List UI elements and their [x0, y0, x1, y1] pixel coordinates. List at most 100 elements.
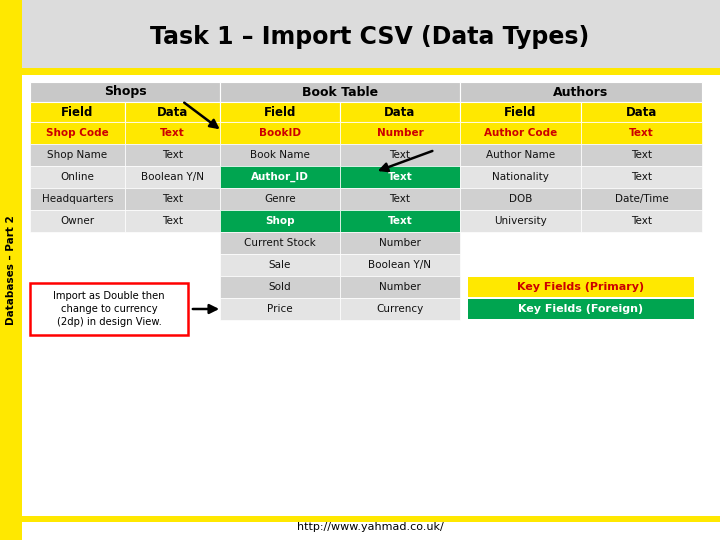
Bar: [340, 102, 460, 122]
Bar: [220, 298, 340, 320]
Text: Sale: Sale: [269, 260, 291, 270]
Text: BookID: BookID: [259, 128, 301, 138]
Bar: [340, 166, 460, 188]
Text: Authors: Authors: [554, 85, 608, 98]
Text: Headquarters: Headquarters: [42, 194, 113, 204]
Bar: [340, 232, 460, 254]
Text: University: University: [494, 216, 547, 226]
Bar: [125, 144, 220, 166]
Bar: [125, 102, 220, 122]
Bar: [22, 68, 720, 75]
Bar: [468, 277, 694, 297]
Bar: [460, 166, 581, 188]
Text: Nationality: Nationality: [492, 172, 549, 182]
Text: Text: Text: [162, 150, 183, 160]
Text: DOB: DOB: [509, 194, 532, 204]
Text: Task 1 – Import CSV (Data Types): Task 1 – Import CSV (Data Types): [150, 25, 590, 49]
Text: Key Fields (Primary): Key Fields (Primary): [518, 282, 644, 292]
Bar: [220, 276, 340, 298]
Bar: [22, 0, 720, 70]
Bar: [340, 254, 460, 276]
Text: Author_ID: Author_ID: [251, 172, 309, 182]
Text: http://www.yahmad.co.uk/: http://www.yahmad.co.uk/: [297, 522, 444, 532]
Text: Author Name: Author Name: [486, 150, 555, 160]
Text: Key Fields (Foreign): Key Fields (Foreign): [518, 304, 644, 314]
Bar: [581, 166, 702, 188]
Bar: [460, 188, 581, 210]
Bar: [581, 102, 702, 122]
Text: Text: Text: [631, 216, 652, 226]
Text: Boolean Y/N: Boolean Y/N: [141, 172, 204, 182]
Text: Import as Double then
change to currency
(2dp) in design View.: Import as Double then change to currency…: [53, 291, 165, 327]
Text: Shop Code: Shop Code: [46, 128, 109, 138]
Text: Databases – Part 2: Databases – Part 2: [6, 215, 16, 325]
Text: Currency: Currency: [377, 304, 423, 314]
Bar: [30, 102, 125, 122]
Bar: [460, 122, 581, 144]
Bar: [468, 299, 694, 319]
Bar: [220, 232, 340, 254]
Bar: [340, 144, 460, 166]
Bar: [125, 188, 220, 210]
Text: Boolean Y/N: Boolean Y/N: [369, 260, 431, 270]
Text: Text: Text: [390, 194, 410, 204]
Bar: [460, 82, 702, 102]
Text: Date/Time: Date/Time: [615, 194, 668, 204]
Bar: [30, 210, 125, 232]
Bar: [125, 166, 220, 188]
Bar: [220, 210, 340, 232]
Bar: [220, 102, 340, 122]
Bar: [220, 122, 340, 144]
Text: Author Code: Author Code: [484, 128, 557, 138]
Text: Text: Text: [631, 172, 652, 182]
Text: Number: Number: [379, 282, 421, 292]
Bar: [220, 166, 340, 188]
Text: Data: Data: [626, 105, 657, 118]
Bar: [220, 254, 340, 276]
Text: Online: Online: [60, 172, 94, 182]
Text: Text: Text: [160, 128, 185, 138]
Text: Book Name: Book Name: [250, 150, 310, 160]
Text: Shop Name: Shop Name: [48, 150, 107, 160]
Bar: [460, 210, 581, 232]
Bar: [30, 188, 125, 210]
FancyBboxPatch shape: [30, 283, 188, 335]
Bar: [581, 122, 702, 144]
Text: Text: Text: [631, 150, 652, 160]
Text: Genre: Genre: [264, 194, 296, 204]
Bar: [460, 144, 581, 166]
Text: Text: Text: [387, 216, 413, 226]
Bar: [125, 210, 220, 232]
Bar: [460, 102, 581, 122]
Text: Number: Number: [379, 238, 421, 248]
Text: Data: Data: [157, 105, 188, 118]
Text: Text: Text: [387, 172, 413, 182]
Bar: [22, 516, 720, 522]
Bar: [125, 122, 220, 144]
Bar: [340, 298, 460, 320]
Text: Field: Field: [264, 105, 296, 118]
Text: Owner: Owner: [60, 216, 94, 226]
Text: Field: Field: [61, 105, 94, 118]
Bar: [30, 166, 125, 188]
Text: Price: Price: [267, 304, 293, 314]
Text: Shops: Shops: [104, 85, 146, 98]
Text: Text: Text: [162, 216, 183, 226]
Bar: [30, 122, 125, 144]
Text: Shop: Shop: [265, 216, 294, 226]
Text: Current Stock: Current Stock: [244, 238, 316, 248]
Text: Text: Text: [390, 150, 410, 160]
Bar: [340, 188, 460, 210]
Text: Number: Number: [377, 128, 423, 138]
Bar: [30, 82, 220, 102]
Text: Sold: Sold: [269, 282, 292, 292]
Bar: [581, 144, 702, 166]
Text: Book Table: Book Table: [302, 85, 378, 98]
Bar: [340, 210, 460, 232]
Bar: [340, 122, 460, 144]
Bar: [340, 276, 460, 298]
Bar: [220, 144, 340, 166]
Bar: [30, 144, 125, 166]
Bar: [581, 210, 702, 232]
Text: Data: Data: [384, 105, 415, 118]
